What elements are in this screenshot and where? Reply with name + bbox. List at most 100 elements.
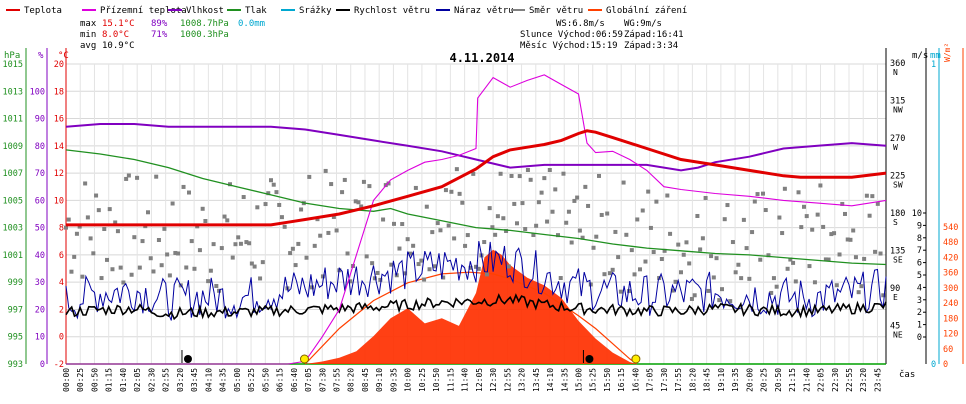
time-tick-52: 21:40 (802, 368, 811, 392)
wind-dir-point (353, 199, 358, 204)
wind-dir-point (741, 217, 746, 222)
wind-dir-point (77, 224, 82, 229)
time-tick-29: 12:05 (475, 368, 484, 392)
sun-info: WS:6.8m/s WG:9m/s Slunce Východ:06:59 Zá… (520, 19, 684, 51)
wind-dir-point (99, 276, 104, 281)
dir-tick-1: 315 (890, 97, 905, 107)
wind-dir-point (602, 272, 607, 277)
legend-label-6: Náraz větru (454, 6, 514, 16)
time-tick-22: 09:10 (375, 368, 384, 392)
wind-dir-point (137, 265, 142, 270)
wind-dir-point (228, 182, 232, 187)
wind-dir-point (580, 235, 585, 240)
wind-dir-point (859, 284, 864, 289)
wind-dir-point (523, 227, 528, 232)
unit-pct: % (38, 51, 44, 61)
wind-dir-point (296, 241, 301, 246)
deg-tick-9: 2 (59, 305, 64, 315)
stats-max-press: 1008.7hPa (180, 19, 229, 29)
time-tick-33: 13:45 (532, 368, 541, 392)
wind-dir-point (435, 221, 440, 226)
wind-speed-line (65, 293, 887, 321)
dir-tick-label-3: SW (893, 181, 903, 190)
time-tick-6: 02:30 (147, 368, 156, 392)
legend-label-4: Srážky (299, 6, 332, 16)
wind-dir-point (618, 289, 623, 294)
legend: Teplota Přízemní teplota Vlhkost Tlak Srážky… (6, 6, 687, 16)
wind-dir-point (545, 219, 550, 224)
wind-dir-point (815, 212, 820, 217)
wind-dir-point (550, 209, 555, 214)
wind-dir-point (793, 279, 798, 284)
stats-max-label: max (80, 19, 97, 29)
time-tick-9: 03:45 (190, 368, 199, 392)
wind-dir-point (241, 195, 246, 200)
wind-dir-point (482, 240, 487, 245)
wind-dir-point (310, 285, 314, 290)
hpa-tick-8: 999 (8, 278, 23, 288)
time-tick-28: 11:40 (461, 368, 470, 392)
wind-dir-point (167, 273, 172, 278)
wind-dir-point (156, 238, 161, 243)
wind-dir-point (320, 274, 325, 279)
wind-dir-point (714, 256, 719, 261)
ms-tick-4: 6 (917, 259, 922, 269)
wind-dir-point (648, 225, 653, 230)
wind-dir-point (471, 171, 476, 176)
dir-tick-label-0: N (893, 68, 898, 77)
wind-dir-point (629, 248, 634, 253)
time-tick-27: 11:15 (446, 368, 455, 392)
deg-tick-10: 0 (59, 333, 64, 343)
wind-dir-point (323, 168, 328, 173)
wind-dir-point (758, 257, 763, 262)
pct-tick-0: 100 (30, 87, 45, 97)
stats-min-temp: 8.0°C (102, 30, 129, 40)
wind-dir-point (154, 174, 159, 179)
wind-dir-point (528, 177, 533, 182)
wind-dir-point (105, 257, 109, 262)
wind-dir-point (290, 246, 295, 251)
dir-tick-label-1: NW (893, 106, 903, 115)
legend-label-3: Tlak (245, 6, 267, 16)
wind-dir-point (115, 229, 120, 234)
ms-tick-5: 5 (917, 271, 922, 281)
wind-dir-point (468, 265, 473, 270)
wind-dir-point (531, 233, 536, 238)
wind-dir-point (840, 201, 845, 206)
wind-dir-point (613, 229, 618, 234)
time-tick-14: 05:50 (261, 368, 270, 392)
time-tick-25: 10:25 (418, 368, 427, 392)
ground-temp-line (66, 74, 887, 365)
wind-dir-point (769, 290, 774, 295)
hpa-tick-2: 1011 (3, 115, 23, 125)
pressure-line (65, 149, 887, 266)
wind-dir-point (501, 216, 506, 221)
wind-dir-point (679, 270, 683, 275)
wg-value: WG:9m/s (624, 19, 662, 29)
wind-dir-point (870, 194, 875, 199)
time-tick-32: 13:20 (518, 368, 527, 392)
wind-dir-point (761, 191, 765, 196)
wind-dir-point (594, 234, 599, 239)
time-tick-35: 14:35 (560, 368, 569, 392)
wind-dir-point (553, 187, 558, 192)
wind-dir-point (706, 288, 711, 293)
wind-dir-point (427, 267, 432, 272)
wind-dir-point (446, 223, 451, 228)
wind-dir-point (851, 228, 856, 233)
unit-mm: mm (930, 51, 941, 61)
wind-dir-point (728, 299, 733, 304)
wind-dir-point (799, 225, 804, 230)
wind-dir-point (878, 251, 883, 256)
wm2-tick-9: 0 (943, 360, 948, 370)
wind-dir-point (566, 209, 571, 214)
stats-min-label: min (80, 30, 96, 40)
wind-dir-point (668, 231, 673, 236)
wind-dir-point (230, 255, 235, 260)
wind-dir-point (222, 214, 227, 219)
wind-dir-point (340, 190, 345, 195)
wind-dir-point (621, 180, 626, 185)
wind-dir-point (392, 221, 396, 226)
wind-dir-point (162, 226, 167, 231)
time-tick-44: 18:20 (688, 368, 697, 392)
